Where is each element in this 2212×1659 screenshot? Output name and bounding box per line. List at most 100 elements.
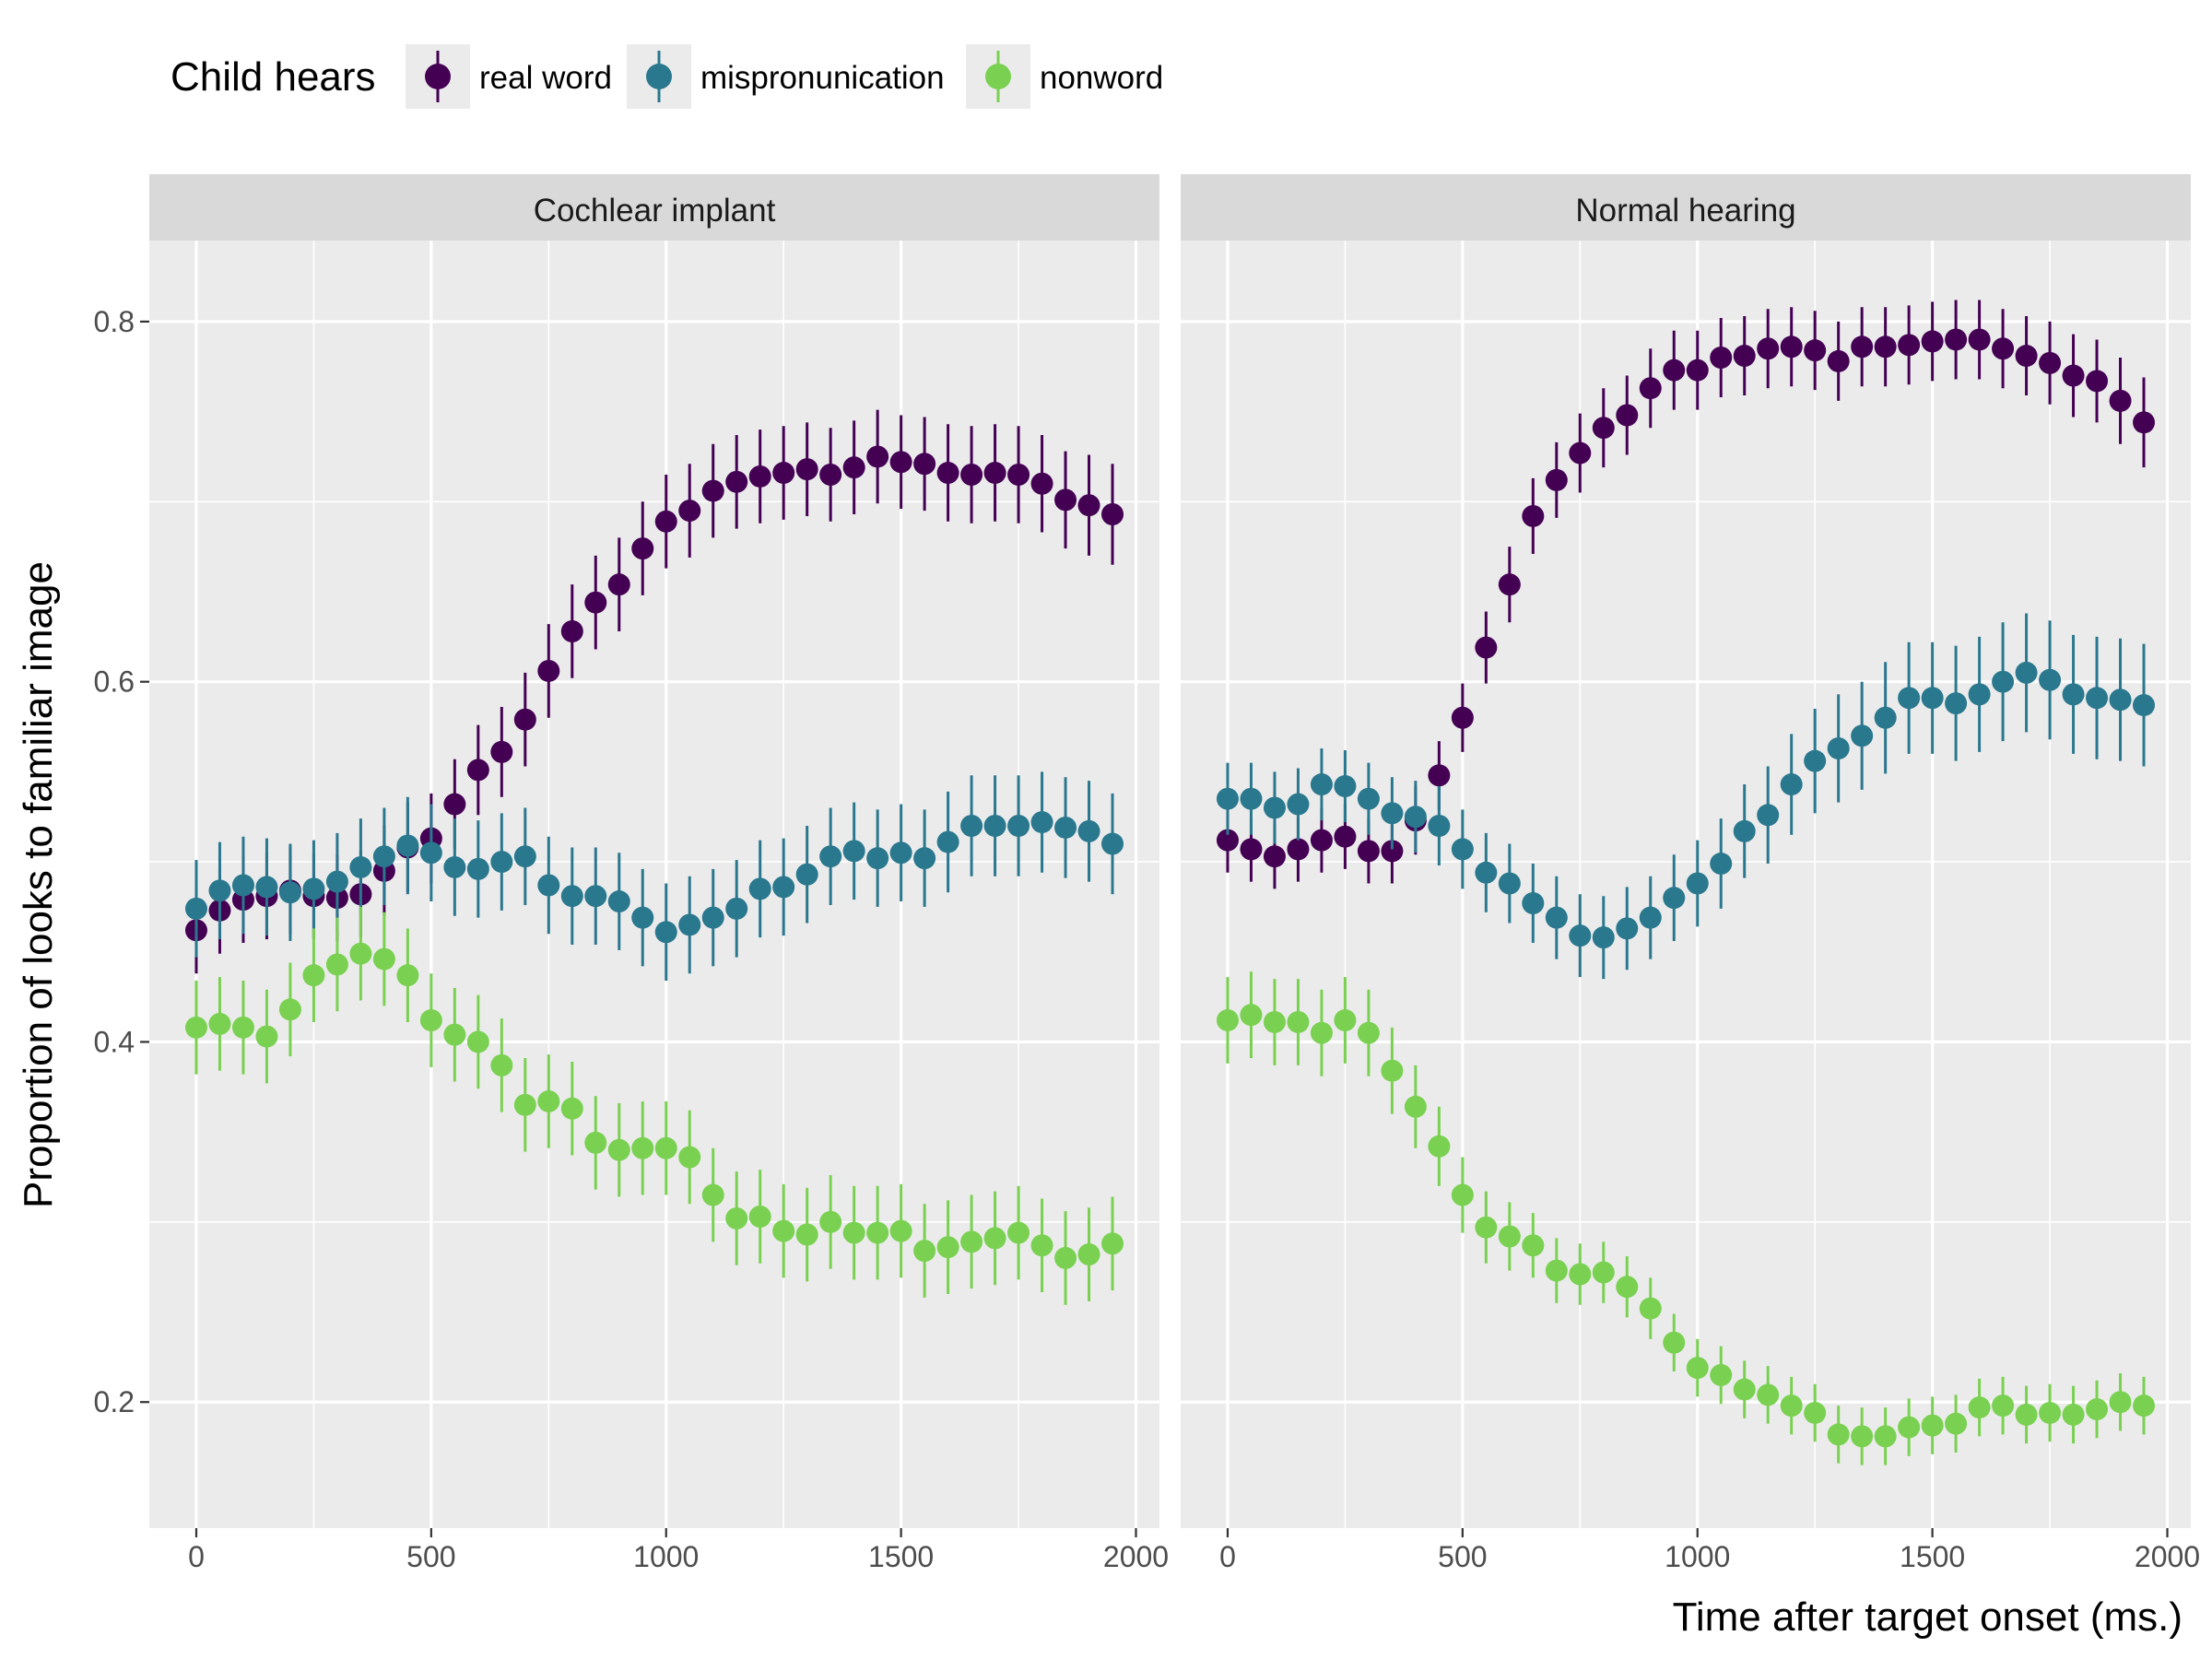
data-point (1545, 468, 1568, 491)
data-point (1710, 347, 1733, 369)
data-point (537, 1089, 560, 1112)
facet-normal-hearing: Normal hearing (1181, 174, 2191, 1528)
data-point (466, 1030, 489, 1053)
data-point (1592, 1261, 1615, 1284)
data-point (2015, 661, 2038, 684)
data-point (1592, 417, 1615, 440)
data-point (1804, 339, 1827, 362)
data-point (1616, 917, 1639, 940)
data-point (1263, 1010, 1286, 1033)
data-point (1874, 706, 1897, 729)
legend-title: Child hears (171, 54, 376, 100)
facet-label: Normal hearing (1575, 193, 1795, 229)
y-tick-label: 0.4 (94, 1025, 135, 1058)
data-point (1827, 349, 1850, 372)
data-point (2133, 694, 2156, 717)
data-point (537, 659, 560, 682)
data-point (1334, 775, 1357, 798)
data-point (607, 1138, 630, 1161)
data-point (1334, 1009, 1357, 1032)
data-point (2039, 1401, 2062, 1424)
data-point (1498, 573, 1521, 596)
data-point (1077, 1243, 1100, 1266)
data-point (1077, 494, 1100, 517)
data-point (725, 470, 748, 493)
data-point (1451, 838, 1474, 861)
data-point (2086, 1398, 2109, 1421)
data-point (1992, 1394, 2015, 1418)
data-point (795, 863, 818, 886)
data-point (1968, 1396, 1991, 1419)
data-point (1851, 724, 1874, 747)
data-point (1310, 829, 1333, 852)
data-point (466, 759, 489, 782)
data-point (255, 876, 278, 899)
data-point (819, 464, 842, 486)
data-point (795, 458, 818, 481)
data-point (889, 451, 912, 474)
strip-background (1181, 174, 2191, 241)
data-point (302, 964, 325, 987)
data-point (1804, 749, 1827, 772)
data-point (1475, 636, 1498, 659)
x-axis-title: Time after target onset (ms.) (1673, 1594, 2183, 1640)
data-point (1663, 887, 1686, 910)
data-point (772, 462, 795, 485)
series-nonword (184, 906, 1124, 1305)
legend-keys: real word mispronunication nonword (406, 44, 1163, 109)
data-point (560, 885, 583, 908)
data-point (983, 815, 1006, 837)
data-point (1381, 840, 1404, 863)
data-point (1639, 377, 1662, 400)
series-mispronunication (184, 771, 1124, 982)
data-point (2133, 1394, 2156, 1418)
data-point (1569, 441, 1592, 465)
data-point (1522, 504, 1545, 527)
data-point (419, 1009, 442, 1032)
data-point (2109, 688, 2132, 712)
data-point (349, 942, 372, 965)
data-point (748, 877, 771, 900)
x-tick-label: 1000 (1665, 1540, 1730, 1573)
data-point (1101, 1232, 1124, 1255)
data-point (1101, 832, 1124, 855)
data-point (396, 834, 419, 857)
y-axis-title: Proportion of looks to familiar image (16, 561, 61, 1208)
data-point (396, 964, 419, 987)
x-tick-label: 0 (1219, 1540, 1236, 1573)
data-point (560, 619, 583, 642)
data-point (1522, 892, 1545, 915)
data-point (1616, 404, 1639, 427)
data-point (983, 462, 1006, 485)
data-point (1968, 683, 1991, 706)
data-point (513, 1093, 536, 1116)
data-point (1827, 1423, 1850, 1446)
data-point (1287, 793, 1310, 816)
data-point (772, 1219, 795, 1242)
strip-background (149, 174, 1159, 241)
data-point (701, 479, 724, 502)
data-point (1404, 806, 1427, 829)
data-point (302, 877, 325, 900)
data-point (631, 906, 654, 929)
data-point (889, 1219, 912, 1242)
data-point (842, 840, 865, 863)
series-real-word (1216, 300, 2156, 889)
x-tick-label: 500 (406, 1540, 455, 1573)
data-point (1921, 330, 1944, 353)
data-point (1077, 819, 1100, 842)
data-point (1968, 328, 1991, 351)
data-point (1898, 1416, 1921, 1439)
data-point (1030, 1234, 1053, 1257)
data-point (913, 847, 936, 870)
data-point (725, 897, 748, 920)
data-point (490, 851, 513, 874)
facet-label: Cochlear implant (534, 193, 776, 229)
x-axis: 0 500 1000 1500 2000 0 500 1000 1500 2000 (188, 1528, 2200, 1573)
data-point (1874, 1425, 1897, 1448)
data-point (631, 1136, 654, 1159)
data-point (654, 510, 677, 533)
data-point (1263, 845, 1286, 868)
data-point (208, 879, 231, 902)
y-tick-label: 0.8 (94, 305, 135, 338)
